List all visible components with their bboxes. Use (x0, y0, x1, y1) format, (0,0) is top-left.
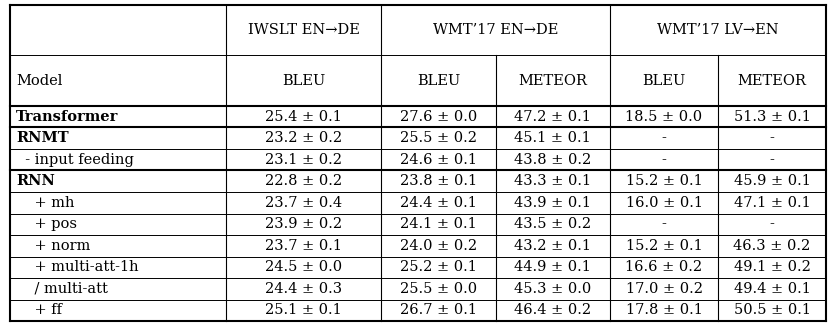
Text: - input feeding: - input feeding (16, 153, 134, 167)
Text: BLEU: BLEU (417, 74, 460, 88)
Text: -: - (661, 153, 666, 167)
Text: 18.5 ± 0.0: 18.5 ± 0.0 (625, 110, 702, 124)
Text: 24.4 ± 0.3: 24.4 ± 0.3 (265, 282, 342, 296)
Text: + mh: + mh (16, 196, 74, 210)
Text: 23.1 ± 0.2: 23.1 ± 0.2 (265, 153, 342, 167)
Text: + multi-att-1h: + multi-att-1h (16, 260, 139, 274)
Text: 46.4 ± 0.2: 46.4 ± 0.2 (514, 304, 591, 317)
Text: 24.5 ± 0.0: 24.5 ± 0.0 (265, 260, 342, 274)
Text: 49.4 ± 0.1: 49.4 ± 0.1 (734, 282, 811, 296)
Text: 43.8 ± 0.2: 43.8 ± 0.2 (514, 153, 591, 167)
Text: 23.9 ± 0.2: 23.9 ± 0.2 (265, 217, 342, 231)
Text: WMT’17 LV→EN: WMT’17 LV→EN (657, 23, 778, 37)
Text: 50.5 ± 0.1: 50.5 ± 0.1 (734, 304, 811, 317)
Text: 46.3 ± 0.2: 46.3 ± 0.2 (733, 239, 811, 253)
Text: Model: Model (16, 74, 62, 88)
Text: 45.9 ± 0.1: 45.9 ± 0.1 (734, 174, 811, 188)
Text: 17.8 ± 0.1: 17.8 ± 0.1 (625, 304, 702, 317)
Text: WMT’17 EN→DE: WMT’17 EN→DE (433, 23, 558, 37)
Text: 16.0 ± 0.1: 16.0 ± 0.1 (625, 196, 702, 210)
Text: 49.1 ± 0.2: 49.1 ± 0.2 (734, 260, 811, 274)
Text: -: - (661, 217, 666, 231)
Text: 25.5 ± 0.0: 25.5 ± 0.0 (400, 282, 477, 296)
Text: 47.1 ± 0.1: 47.1 ± 0.1 (734, 196, 810, 210)
Text: 24.6 ± 0.1: 24.6 ± 0.1 (400, 153, 477, 167)
Text: BLEU: BLEU (642, 74, 686, 88)
Text: METEOR: METEOR (518, 74, 587, 88)
Text: 43.3 ± 0.1: 43.3 ± 0.1 (514, 174, 591, 188)
Text: 23.8 ± 0.1: 23.8 ± 0.1 (400, 174, 477, 188)
Text: 15.2 ± 0.1: 15.2 ± 0.1 (625, 174, 702, 188)
Text: 15.2 ± 0.1: 15.2 ± 0.1 (625, 239, 702, 253)
Text: 25.2 ± 0.1: 25.2 ± 0.1 (400, 260, 477, 274)
Text: -: - (661, 131, 666, 145)
Text: 25.4 ± 0.1: 25.4 ± 0.1 (265, 110, 342, 124)
Text: 43.5 ± 0.2: 43.5 ± 0.2 (514, 217, 591, 231)
Text: -: - (770, 217, 774, 231)
Text: 24.4 ± 0.1: 24.4 ± 0.1 (400, 196, 477, 210)
Text: -: - (770, 153, 774, 167)
Text: 24.0 ± 0.2: 24.0 ± 0.2 (400, 239, 477, 253)
Text: RNMT: RNMT (16, 131, 69, 145)
Text: / multi-att: / multi-att (16, 282, 108, 296)
Text: 25.1 ± 0.1: 25.1 ± 0.1 (265, 304, 342, 317)
Text: 26.7 ± 0.1: 26.7 ± 0.1 (400, 304, 477, 317)
Text: 45.1 ± 0.1: 45.1 ± 0.1 (514, 131, 591, 145)
Text: 16.6 ± 0.2: 16.6 ± 0.2 (625, 260, 702, 274)
Text: 17.0 ± 0.2: 17.0 ± 0.2 (625, 282, 702, 296)
Text: + norm: + norm (16, 239, 90, 253)
Text: -: - (770, 131, 774, 145)
Text: Transformer: Transformer (16, 110, 118, 124)
Text: 25.5 ± 0.2: 25.5 ± 0.2 (400, 131, 477, 145)
Text: IWSLT EN→DE: IWSLT EN→DE (247, 23, 359, 37)
Text: 23.7 ± 0.1: 23.7 ± 0.1 (265, 239, 342, 253)
Text: 23.2 ± 0.2: 23.2 ± 0.2 (265, 131, 342, 145)
Text: + ff: + ff (16, 304, 62, 317)
Text: 43.2 ± 0.1: 43.2 ± 0.1 (514, 239, 591, 253)
Text: 45.3 ± 0.0: 45.3 ± 0.0 (514, 282, 591, 296)
Text: 47.2 ± 0.1: 47.2 ± 0.1 (514, 110, 591, 124)
Text: 44.9 ± 0.1: 44.9 ± 0.1 (514, 260, 591, 274)
Text: RNN: RNN (16, 174, 55, 188)
Text: 24.1 ± 0.1: 24.1 ± 0.1 (400, 217, 477, 231)
Text: + pos: + pos (16, 217, 77, 231)
Text: 22.8 ± 0.2: 22.8 ± 0.2 (265, 174, 342, 188)
Text: 27.6 ± 0.0: 27.6 ± 0.0 (400, 110, 477, 124)
Text: BLEU: BLEU (282, 74, 325, 88)
Text: METEOR: METEOR (737, 74, 807, 88)
Text: 43.9 ± 0.1: 43.9 ± 0.1 (514, 196, 591, 210)
Text: 23.7 ± 0.4: 23.7 ± 0.4 (265, 196, 342, 210)
Text: 51.3 ± 0.1: 51.3 ± 0.1 (734, 110, 811, 124)
